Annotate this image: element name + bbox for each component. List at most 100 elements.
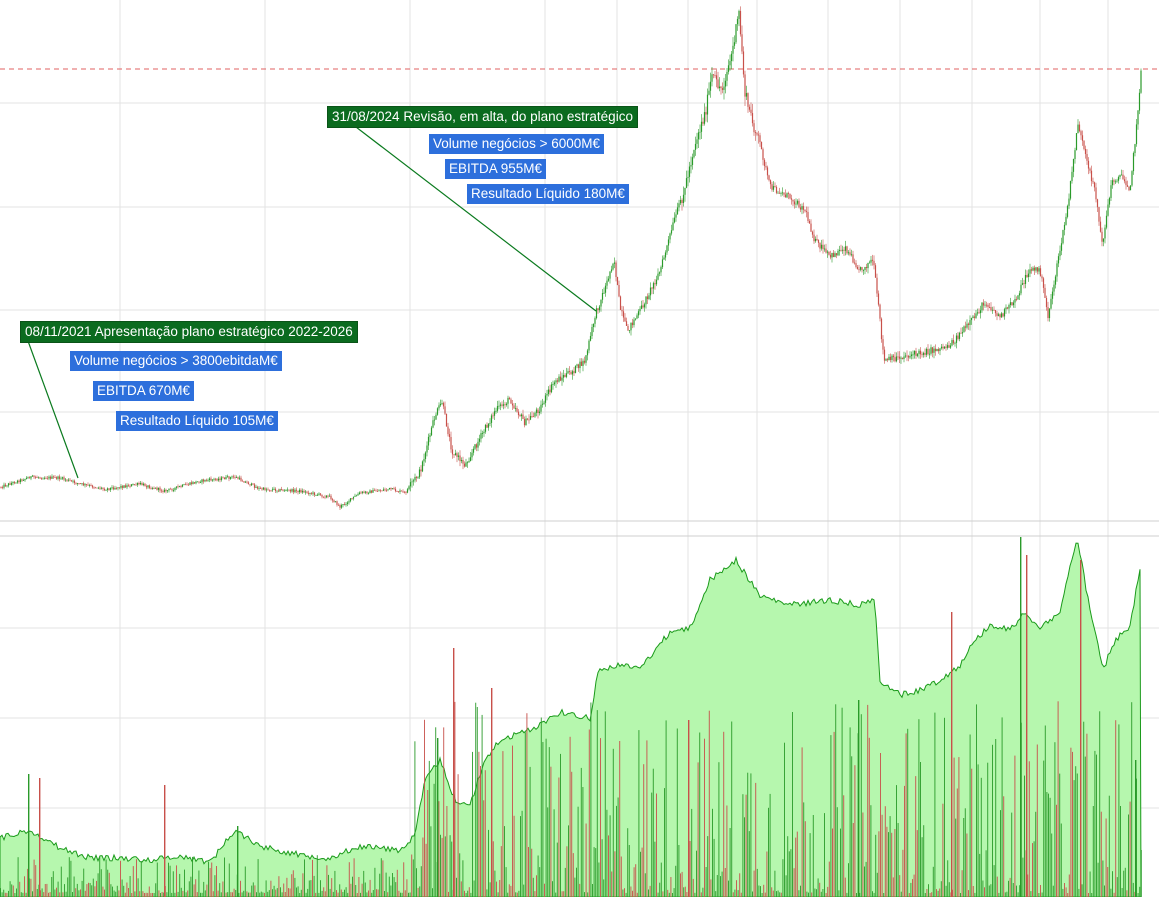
candle: [523, 416, 526, 428]
candle: [6, 485, 8, 488]
candle: [196, 481, 199, 483]
candle: [550, 382, 553, 394]
candle: [739, 6, 742, 37]
volume-bar: [916, 830, 918, 897]
candle: [766, 165, 769, 180]
candle: [828, 251, 830, 256]
candle: [123, 485, 125, 489]
volume-bar: [801, 747, 803, 897]
candle: [93, 486, 95, 490]
volume-bar: [62, 892, 64, 897]
volume-bar: [24, 876, 25, 897]
volume-bar: [1097, 862, 1099, 897]
volume-bar: [1113, 892, 1115, 897]
volume-bar: [608, 835, 609, 897]
volume-spike-12: [1080, 560, 1082, 897]
candle: [213, 477, 215, 482]
volume-bar: [1062, 888, 1064, 897]
candle: [78, 483, 80, 485]
candle: [129, 484, 131, 489]
candle: [174, 487, 176, 492]
candle: [67, 478, 70, 482]
volume-bar: [169, 865, 171, 897]
volume-bar: [472, 751, 473, 897]
candle: [751, 103, 754, 127]
candle: [210, 476, 212, 482]
candle: [271, 487, 274, 492]
volume-bar: [820, 891, 822, 897]
candle: [672, 217, 674, 231]
volume-bar: [603, 879, 605, 897]
volume-bar: [894, 829, 896, 897]
candle: [904, 352, 907, 359]
volume-bar: [115, 891, 117, 897]
candle: [277, 488, 280, 493]
volume-bar: [25, 892, 27, 897]
candle: [1029, 263, 1031, 278]
volume-bar: [265, 880, 267, 897]
volume-bar: [204, 890, 206, 897]
candle: [714, 70, 716, 78]
volume-bar: [1094, 750, 1096, 897]
candle: [664, 250, 667, 261]
candle: [166, 490, 169, 493]
candle: [793, 199, 796, 209]
volume-bar: [1012, 883, 1014, 897]
candle: [139, 481, 142, 486]
candle: [696, 132, 698, 149]
volume-bar: [992, 744, 993, 897]
candle: [1009, 297, 1012, 308]
candle: [979, 305, 982, 319]
candle: [580, 358, 583, 366]
volume-bar: [640, 851, 641, 897]
candle: [378, 488, 380, 492]
volume-bar: [153, 893, 155, 897]
candle: [873, 255, 875, 270]
candle: [897, 351, 899, 360]
candle: [381, 490, 383, 492]
candle: [274, 487, 277, 494]
volume-bar: [1017, 892, 1019, 897]
volume-bar: [888, 832, 889, 897]
candle: [645, 296, 647, 309]
candle: [798, 198, 800, 209]
volume-bar: [297, 886, 299, 897]
volume-bar: [780, 892, 782, 897]
volume-bar: [476, 707, 478, 897]
volume-bar: [670, 877, 672, 897]
volume-bar-series: [0, 537, 1142, 897]
volume-bar: [1054, 742, 1056, 897]
volume-bar: [54, 889, 56, 897]
candle: [810, 219, 812, 233]
volume-bar: [16, 888, 17, 897]
candle: [426, 441, 428, 457]
volume-bar: [1003, 796, 1005, 897]
volume-bar: [569, 736, 571, 897]
volume-bar: [380, 858, 382, 897]
volume-bar: [372, 890, 374, 897]
volume-bar: [358, 877, 360, 897]
volume-bar: [635, 864, 637, 897]
volume-bar: [486, 889, 488, 897]
volume-bar: [145, 892, 147, 897]
candle: [813, 229, 815, 244]
volume-bar: [260, 891, 262, 897]
volume-bar: [280, 887, 281, 897]
volume-bar: [892, 877, 894, 897]
candle: [376, 488, 379, 492]
candle: [237, 476, 239, 480]
volume-bar: [841, 707, 843, 897]
volume-bar: [537, 855, 539, 897]
volume-bar: [48, 892, 49, 897]
volume-bar: [550, 766, 552, 897]
volume-bar: [1120, 806, 1121, 897]
candle: [552, 380, 554, 390]
volume-bar: [740, 892, 742, 897]
volume-bar: [737, 890, 739, 897]
volume-bar: [1137, 893, 1139, 897]
candle: [577, 363, 580, 372]
candle: [423, 453, 425, 467]
volume-bar: [102, 886, 104, 897]
volume-bar: [848, 863, 849, 897]
candle: [1006, 306, 1009, 310]
